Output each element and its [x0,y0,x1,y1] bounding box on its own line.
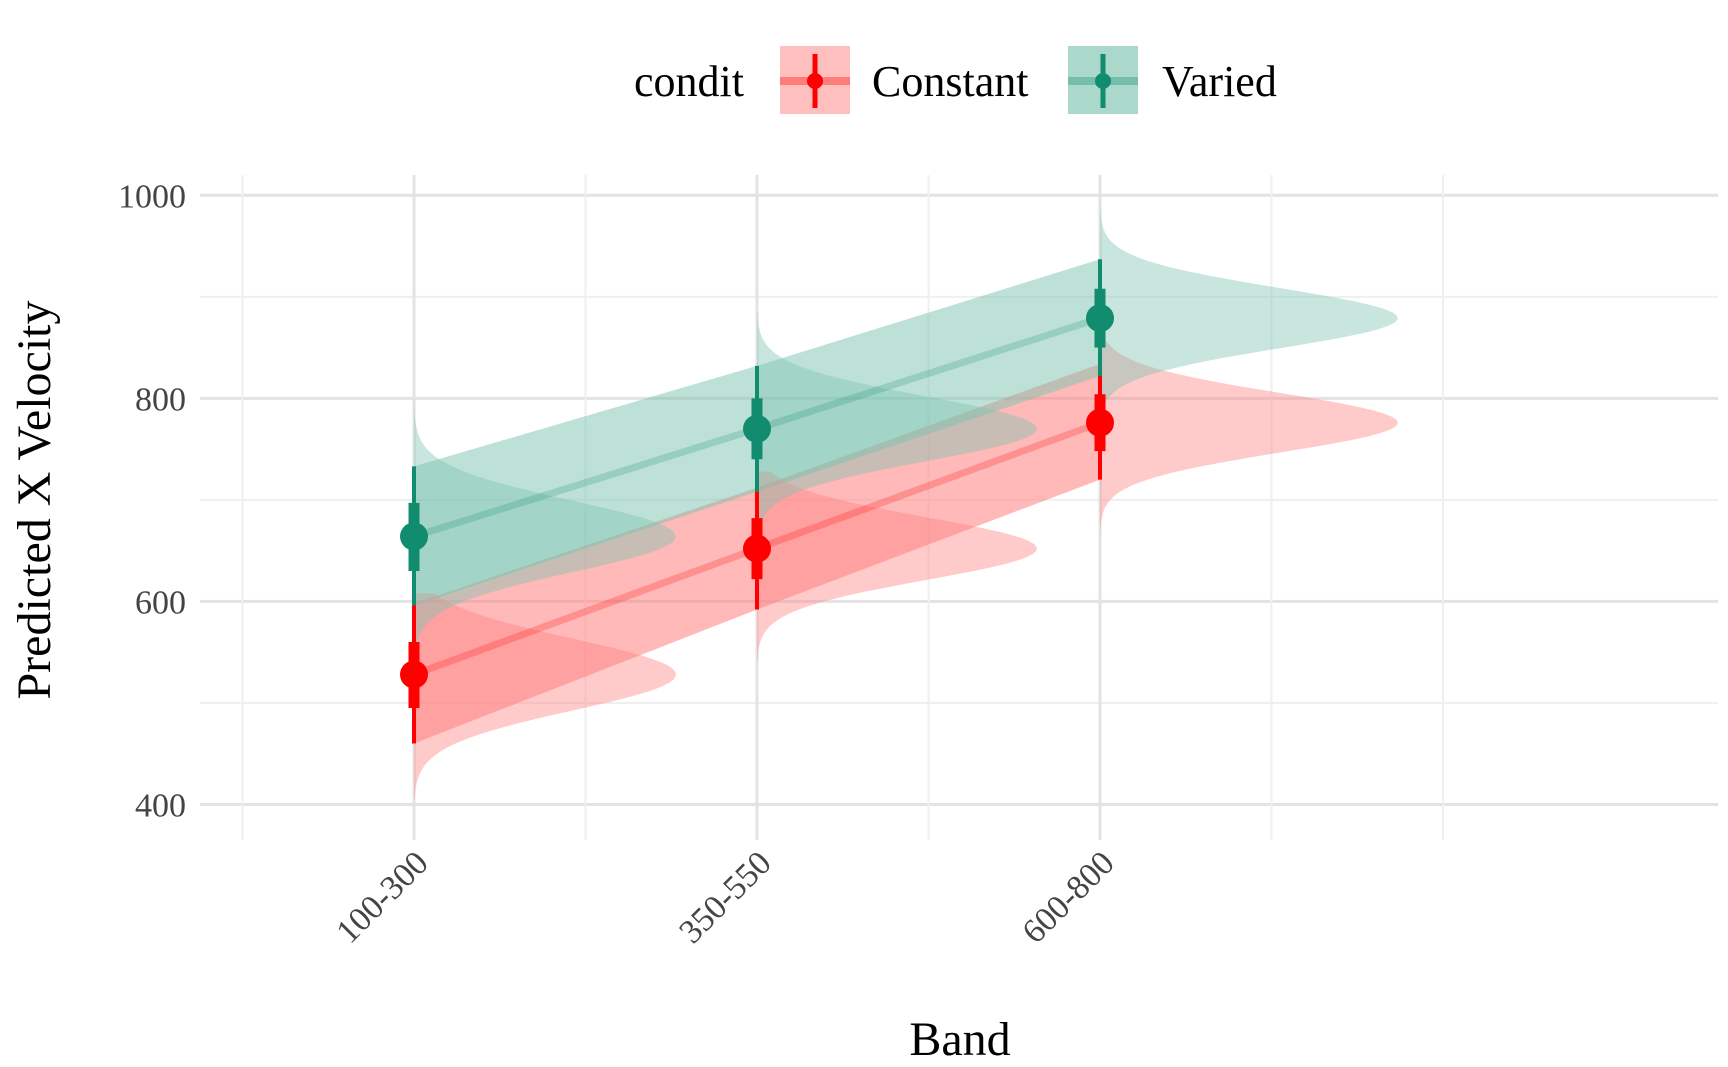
legend-label-varied: Varied [1162,57,1277,106]
density-constant [1100,341,1398,539]
point-varied [400,522,428,551]
x-axis-ticks: 100-300 350-550 600-800 [329,844,1121,950]
y-axis-title: Predicted X Velocity [8,300,61,699]
point-intervals [400,259,1114,744]
legend: condit Constant Varied [634,46,1277,114]
x-axis-title: Band [909,1013,1010,1066]
density-shapes [414,205,1398,800]
point-varied [1086,304,1114,333]
point-constant [1086,408,1114,437]
y-axis-ticks: 400 600 800 1000 [118,178,186,824]
legend-title: condit [634,57,744,106]
y-tick-label: 400 [135,787,186,824]
point-constant [743,534,771,563]
y-tick-label: 600 [135,584,186,621]
legend-key-varied [1068,46,1138,114]
density-varied [757,312,1037,533]
y-tick-label: 1000 [118,178,186,215]
x-tick-label: 600-800 [1015,844,1121,950]
y-tick-label: 800 [135,381,186,418]
density-varied [1100,205,1398,413]
x-tick-label: 350-550 [672,844,778,950]
point-varied [743,414,771,443]
density-constant [757,471,1037,663]
point-constant [400,660,428,689]
legend-key-constant [780,46,850,114]
density-constant [414,593,676,800]
x-tick-label: 100-300 [329,844,435,950]
density-varied [414,398,676,653]
legend-label-constant: Constant [872,57,1028,106]
